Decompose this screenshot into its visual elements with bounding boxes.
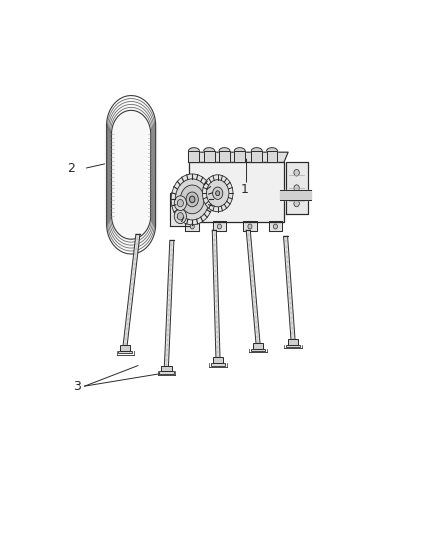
Circle shape bbox=[174, 209, 187, 224]
Polygon shape bbox=[251, 151, 262, 163]
Polygon shape bbox=[286, 345, 300, 347]
Polygon shape bbox=[253, 343, 263, 349]
Circle shape bbox=[294, 185, 299, 191]
Circle shape bbox=[215, 191, 220, 196]
Polygon shape bbox=[120, 345, 130, 351]
Polygon shape bbox=[234, 151, 245, 163]
Text: 2: 2 bbox=[67, 162, 74, 175]
Polygon shape bbox=[204, 151, 215, 163]
Circle shape bbox=[175, 179, 209, 220]
Polygon shape bbox=[219, 148, 230, 151]
Circle shape bbox=[177, 199, 184, 207]
Circle shape bbox=[212, 187, 223, 199]
Polygon shape bbox=[268, 221, 282, 231]
Polygon shape bbox=[251, 148, 262, 151]
Circle shape bbox=[180, 185, 204, 214]
Polygon shape bbox=[212, 221, 226, 231]
Polygon shape bbox=[286, 163, 307, 214]
Polygon shape bbox=[213, 358, 223, 363]
Polygon shape bbox=[105, 99, 157, 251]
Polygon shape bbox=[189, 163, 284, 222]
Circle shape bbox=[190, 196, 195, 203]
Circle shape bbox=[202, 175, 233, 212]
Circle shape bbox=[294, 169, 299, 176]
Polygon shape bbox=[234, 148, 245, 151]
Polygon shape bbox=[123, 235, 140, 345]
Circle shape bbox=[273, 224, 277, 229]
Text: 3: 3 bbox=[74, 379, 81, 393]
Polygon shape bbox=[159, 372, 173, 374]
Polygon shape bbox=[246, 230, 260, 343]
Circle shape bbox=[174, 196, 187, 211]
Circle shape bbox=[177, 213, 184, 220]
Polygon shape bbox=[188, 151, 199, 163]
Polygon shape bbox=[204, 148, 215, 151]
Polygon shape bbox=[219, 151, 230, 163]
Polygon shape bbox=[185, 221, 199, 231]
Polygon shape bbox=[211, 363, 225, 366]
Polygon shape bbox=[188, 148, 199, 151]
Polygon shape bbox=[118, 351, 132, 353]
Circle shape bbox=[217, 224, 222, 229]
Text: 1: 1 bbox=[241, 183, 249, 196]
Polygon shape bbox=[251, 349, 265, 351]
Polygon shape bbox=[164, 240, 174, 366]
Polygon shape bbox=[267, 151, 277, 163]
Polygon shape bbox=[280, 190, 311, 200]
Polygon shape bbox=[189, 152, 288, 163]
Circle shape bbox=[248, 224, 252, 229]
Polygon shape bbox=[267, 148, 277, 151]
Polygon shape bbox=[170, 193, 191, 226]
Polygon shape bbox=[283, 236, 295, 339]
Polygon shape bbox=[243, 221, 257, 231]
Polygon shape bbox=[288, 339, 298, 345]
Circle shape bbox=[171, 174, 213, 225]
Circle shape bbox=[190, 224, 194, 229]
Polygon shape bbox=[161, 366, 172, 372]
Circle shape bbox=[294, 200, 299, 207]
Circle shape bbox=[186, 192, 198, 207]
Circle shape bbox=[206, 180, 229, 207]
Polygon shape bbox=[212, 230, 220, 358]
